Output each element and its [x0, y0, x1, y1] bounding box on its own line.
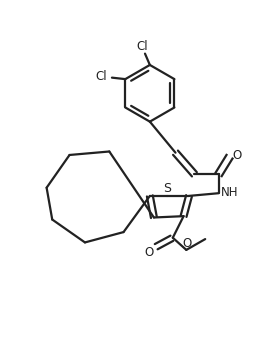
- Text: O: O: [145, 246, 154, 258]
- Text: S: S: [163, 182, 171, 195]
- Text: Cl: Cl: [95, 70, 107, 83]
- Text: O: O: [232, 149, 242, 162]
- Text: NH: NH: [221, 186, 238, 199]
- Text: Cl: Cl: [136, 40, 148, 52]
- Text: O: O: [183, 237, 192, 250]
